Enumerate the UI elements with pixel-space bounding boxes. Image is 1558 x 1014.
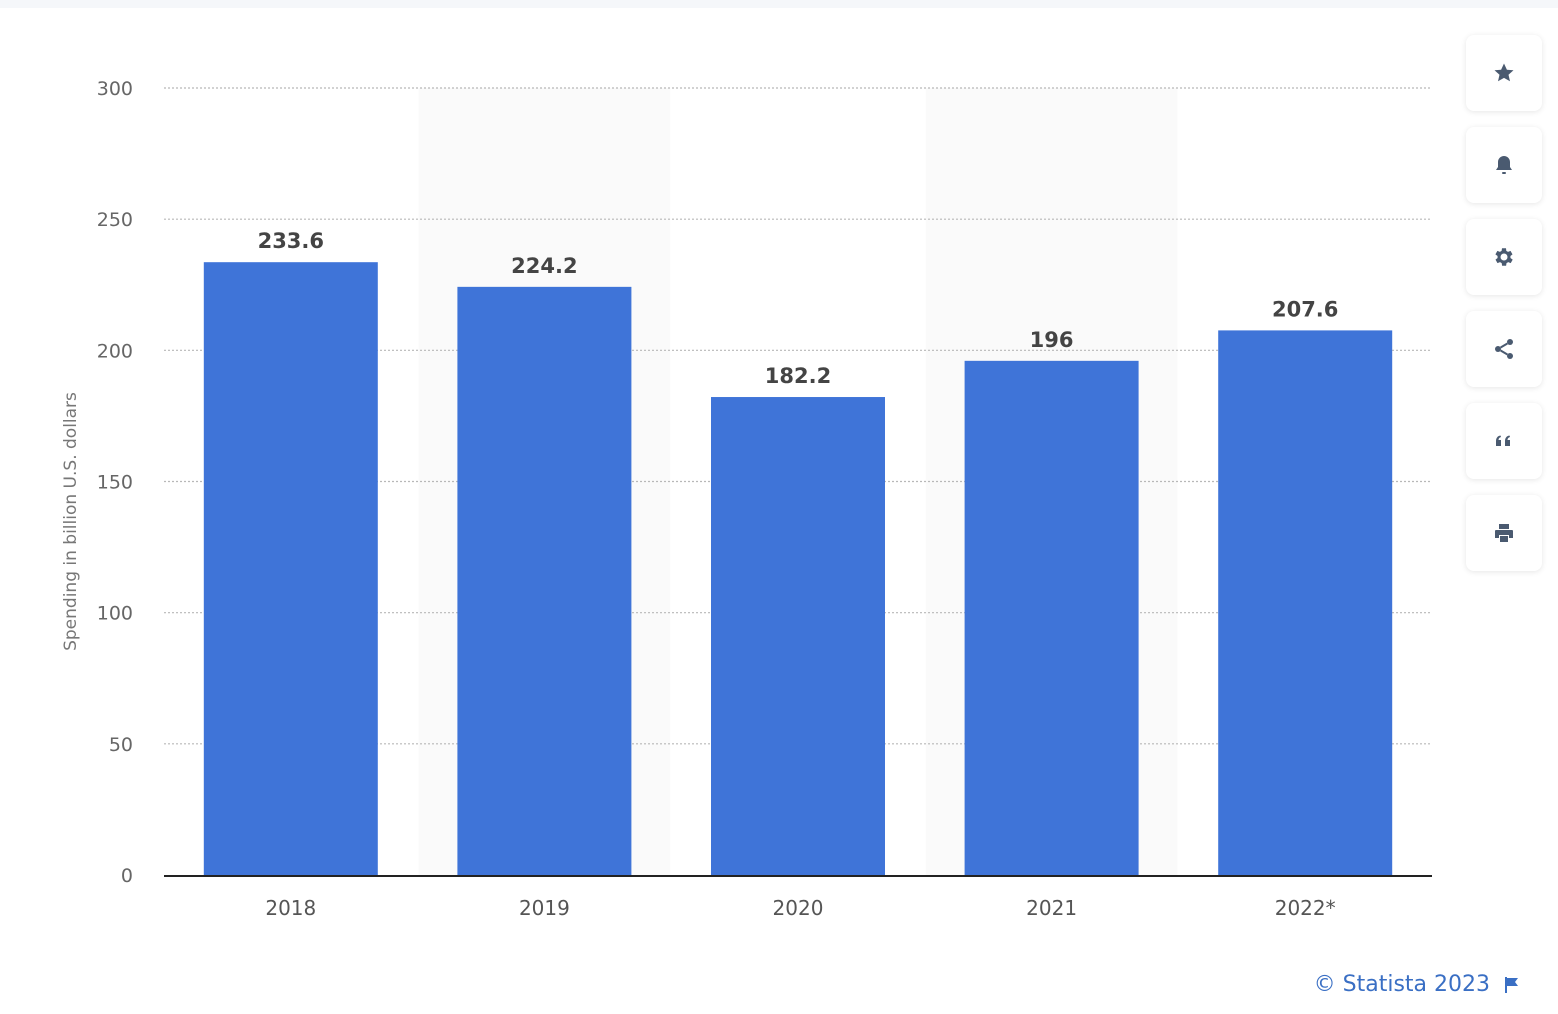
top-strip: [0, 0, 1558, 8]
bars: [203, 262, 1393, 876]
data-labels: 233.6 224.2 182.2 196 207.6: [258, 229, 1339, 388]
x-tick-label: 2019: [519, 896, 570, 920]
flag-icon[interactable]: [1504, 976, 1520, 994]
y-tick-label: 250: [97, 209, 133, 231]
data-label: 182.2: [765, 364, 831, 388]
statista-credit[interactable]: © Statista 2023: [1314, 972, 1520, 997]
y-tick-label: 0: [121, 865, 133, 887]
x-tick-label: 2022*: [1275, 896, 1336, 920]
x-axis-labels: 2018 2019 2020 2021 2022*: [265, 896, 1335, 920]
notification-button[interactable]: [1466, 127, 1542, 203]
data-label: 233.6: [258, 229, 324, 253]
data-label: 196: [1030, 328, 1074, 352]
favorite-button[interactable]: [1466, 35, 1542, 111]
y-tick-label: 150: [97, 472, 133, 494]
bar[interactable]: [457, 286, 632, 876]
bell-icon: [1496, 156, 1512, 174]
credit-text[interactable]: © Statista 2023: [1313, 972, 1490, 997]
settings-button[interactable]: [1466, 219, 1542, 295]
y-tick-label: 200: [97, 340, 133, 362]
y-tick-label: 300: [97, 78, 133, 100]
star-icon: [1494, 63, 1514, 82]
print-button[interactable]: [1466, 495, 1542, 571]
x-tick-label: 2018: [265, 896, 316, 920]
y-axis-title: Spending in billion U.S. dollars: [61, 392, 81, 651]
data-label: 224.2: [511, 254, 577, 278]
toolbar: [1466, 35, 1542, 587]
bar[interactable]: [964, 360, 1139, 875]
x-tick-label: 2021: [1026, 896, 1077, 920]
y-tick-label: 100: [97, 603, 133, 625]
y-axis-ticks: 0 50 100 150 200 250 300: [97, 78, 133, 887]
bar-chart: 0 50 100 150 200 250 300 233.6 224.2 182.2 196 207…: [61, 78, 1432, 920]
quote-icon: [1496, 435, 1510, 446]
cite-button[interactable]: [1466, 403, 1542, 479]
print-icon: [1495, 524, 1513, 542]
bar[interactable]: [1218, 330, 1393, 875]
data-label: 207.6: [1272, 297, 1338, 321]
share-button[interactable]: [1466, 311, 1542, 387]
gear-icon: [1495, 248, 1513, 266]
bar[interactable]: [203, 262, 378, 875]
bar[interactable]: [711, 397, 885, 875]
x-tick-label: 2020: [773, 896, 824, 920]
share-icon: [1495, 339, 1513, 359]
y-tick-label: 50: [109, 734, 133, 756]
